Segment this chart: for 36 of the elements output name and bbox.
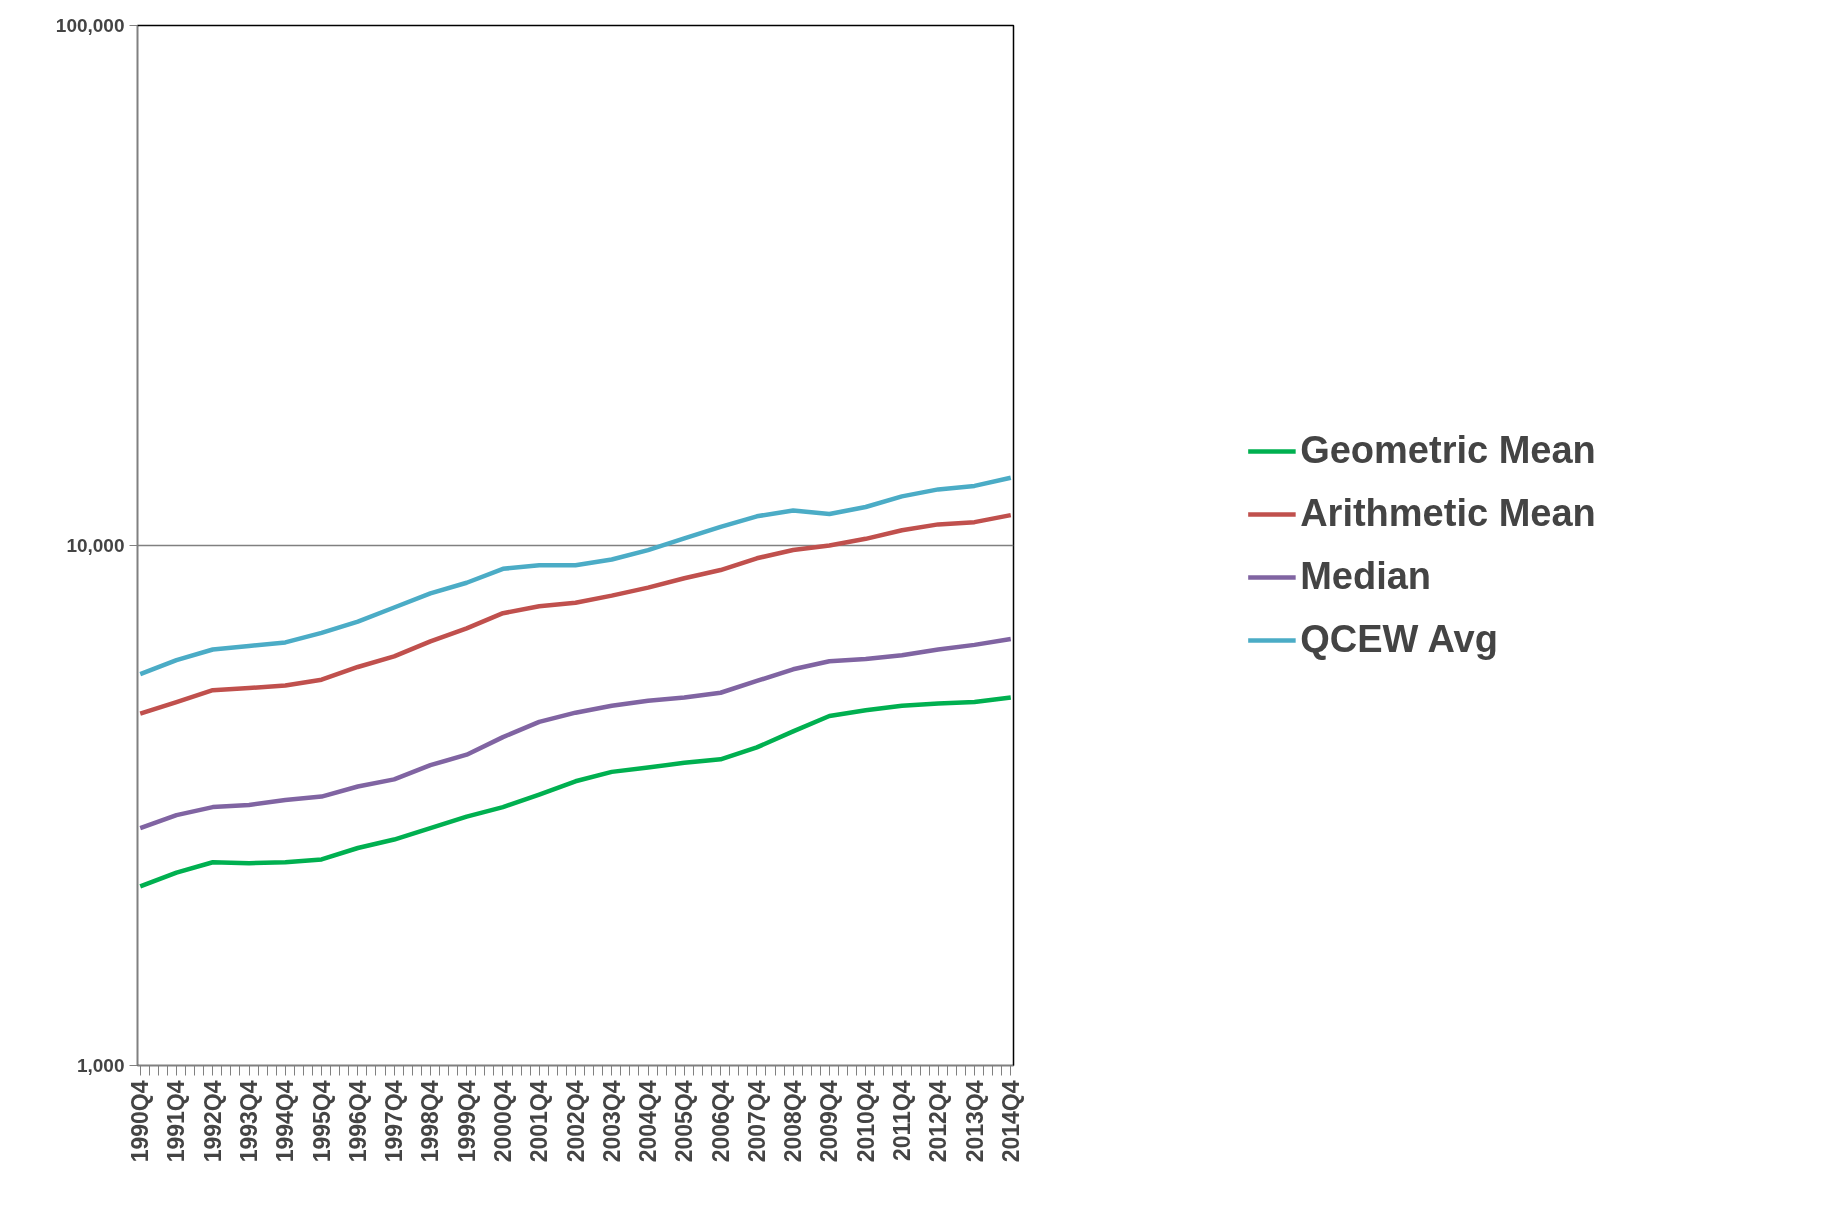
x-tick-label: 2006Q4 [707, 1080, 734, 1163]
x-tick-label: 2005Q4 [671, 1080, 698, 1163]
y-tick-label: 100,000 [55, 15, 125, 36]
legend-label: Arithmetic Mean [1300, 492, 1596, 535]
x-tick-label: 1995Q4 [308, 1080, 335, 1163]
x-tick-label: 2004Q4 [635, 1080, 662, 1163]
x-tick-label: 1993Q4 [236, 1080, 263, 1163]
y-tick-label: 10,000 [66, 535, 125, 556]
y-tick-label: 1,000 [76, 1055, 125, 1076]
legend-label: QCEW Avg [1300, 618, 1498, 661]
x-tick-label: 2011Q4 [888, 1080, 915, 1162]
x-tick-label: 2008Q4 [780, 1080, 807, 1163]
x-tick-label: 1992Q4 [199, 1080, 226, 1163]
x-tick-label: 2001Q4 [526, 1080, 553, 1163]
x-tick-label: 1996Q4 [344, 1080, 371, 1163]
x-tick-label: 1990Q4 [127, 1080, 154, 1163]
line-series [137, 695, 1014, 889]
x-tick-label: 2000Q4 [489, 1080, 516, 1163]
line-series [137, 512, 1014, 716]
x-tick-label: 2003Q4 [598, 1080, 625, 1163]
x-tick-label: 1997Q4 [381, 1080, 408, 1163]
x-tick-label: 2013Q4 [961, 1080, 988, 1163]
x-tick-label: 2007Q4 [743, 1080, 770, 1163]
legend-label: Geometric Mean [1300, 429, 1596, 472]
x-tick-label: 1999Q4 [453, 1080, 480, 1163]
x-tick-label: 2002Q4 [562, 1080, 589, 1163]
x-tick-label: 1991Q4 [163, 1080, 190, 1163]
line-series [137, 475, 1014, 677]
line-series [137, 636, 1014, 831]
x-tick-label: 1998Q4 [417, 1080, 444, 1163]
legend-label: Median [1300, 555, 1432, 598]
x-tick-label: 2012Q4 [925, 1080, 952, 1163]
x-tick-label: 1994Q4 [272, 1080, 299, 1163]
x-tick-label: 2009Q4 [816, 1080, 843, 1163]
x-tick-label: 2010Q4 [852, 1080, 879, 1163]
x-tick-label: 2014Q4 [997, 1080, 1024, 1163]
